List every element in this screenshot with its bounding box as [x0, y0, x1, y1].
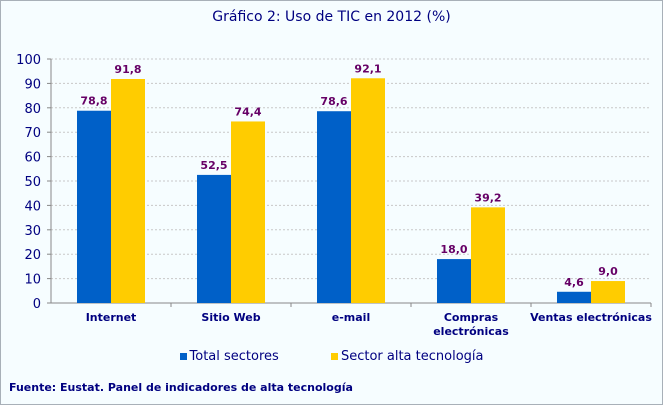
legend-swatch-alta-tecnologia	[330, 353, 338, 360]
bar-total	[197, 174, 231, 303]
y-tick-label: 30	[24, 224, 41, 239]
data-label: 52,5	[200, 159, 227, 172]
legend: Total sectores Sector alta tecnología	[1, 349, 662, 364]
bar-total	[317, 111, 351, 303]
bar-total	[437, 259, 471, 303]
data-label: 9,0	[598, 265, 618, 278]
chart-title: Gráfico 2: Uso de TIC en 2012 (%)	[212, 9, 451, 25]
data-label: 92,1	[354, 62, 381, 75]
x-tick-label: Sitio Web	[201, 311, 260, 324]
bar-total	[557, 291, 591, 303]
legend-label-alta-tecnologia: Sector alta tecnología	[340, 349, 484, 364]
y-tick-label: 0	[33, 297, 41, 312]
bar-alta-tecnologia	[231, 121, 265, 304]
y-tick-label: 40	[24, 199, 41, 214]
y-tick-label: 10	[24, 273, 41, 288]
data-label: 39,2	[474, 191, 501, 204]
data-label: 4,6	[564, 276, 584, 289]
x-tick-label: Compras	[444, 311, 499, 324]
legend-swatch-total	[179, 353, 187, 360]
y-tick-label: 60	[24, 151, 41, 166]
source-note: Fuente: Eustat. Panel de indicadores de …	[9, 381, 353, 394]
x-tick-label: e-mail	[332, 311, 370, 324]
x-tick-label: Ventas electrónicas	[530, 311, 652, 324]
y-tick-label: 70	[24, 126, 41, 141]
x-tick-label: electrónicas	[433, 325, 509, 338]
bar-alta-tecnologia	[591, 281, 625, 303]
bar-alta-tecnologia	[351, 78, 385, 303]
bar-alta-tecnologia	[471, 207, 505, 303]
data-label: 78,6	[320, 95, 347, 108]
data-label: 74,4	[234, 105, 261, 118]
legend-label-total: Total sectores	[189, 349, 279, 364]
y-tick-label: 100	[16, 53, 41, 68]
bar-alta-tecnologia	[111, 79, 145, 304]
data-label: 91,8	[114, 63, 141, 76]
x-tick-label: Internet	[86, 311, 137, 324]
y-tick-label: 90	[24, 77, 41, 92]
legend-item-alta-tecnologia: Sector alta tecnología	[330, 349, 484, 364]
bar-chart: 0 10 20 30 40 50 60 70 80 90 100 78,8 91,8 Internet 52…	[16, 53, 652, 338]
data-label: 18,0	[440, 243, 467, 256]
y-tick-label: 20	[24, 248, 41, 263]
legend-item-total: Total sectores	[179, 349, 279, 364]
data-label: 78,8	[80, 95, 107, 108]
bar-total	[77, 110, 111, 303]
y-tick-label: 50	[24, 175, 41, 190]
y-tick-label: 80	[24, 102, 41, 117]
